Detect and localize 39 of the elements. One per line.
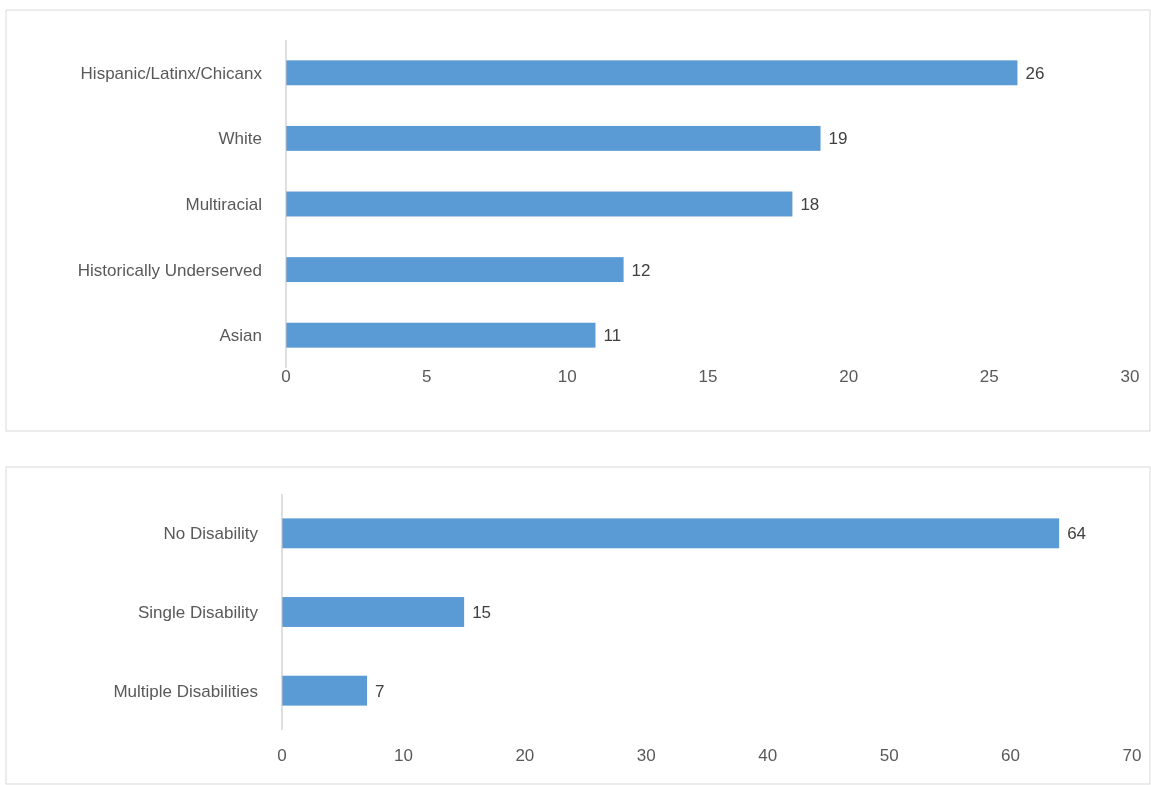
x-tick-label: 10 <box>393 745 413 765</box>
bar <box>286 257 624 283</box>
x-tick-label: 25 <box>979 366 999 386</box>
x-tick-label: 60 <box>1001 745 1021 765</box>
y-tick-label: No Disability <box>163 524 259 544</box>
data-label: 11 <box>603 326 622 346</box>
x-tick-label: 5 <box>421 366 432 386</box>
bar <box>286 191 793 217</box>
x-tick-label: 10 <box>557 366 577 386</box>
y-tick-label: White <box>218 129 262 149</box>
x-tick-label: 15 <box>698 366 718 386</box>
y-tick-label: Historically Underserved <box>77 260 262 280</box>
bar <box>286 322 596 348</box>
y-tick-label: Hispanic/Latinx/Chicanx <box>80 63 263 83</box>
bar <box>286 125 821 151</box>
x-tick-label: 20 <box>839 366 859 386</box>
bar <box>282 675 367 706</box>
y-tick-label: Asian <box>219 326 262 346</box>
data-label: 12 <box>631 260 651 280</box>
x-tick-label: 40 <box>758 745 778 765</box>
y-tick-label: Multiple Disabilities <box>113 681 258 701</box>
y-tick-label: Multiracial <box>185 194 262 214</box>
data-label: 19 <box>828 129 848 149</box>
x-tick-label: 20 <box>515 745 535 765</box>
data-label: 15 <box>472 602 492 622</box>
x-tick-label: 70 <box>1122 745 1142 765</box>
data-label: 64 <box>1067 524 1087 544</box>
bar <box>282 597 465 627</box>
x-tick-label: 0 <box>277 745 287 765</box>
x-tick-label: 50 <box>879 745 899 765</box>
x-tick-label: 30 <box>1120 366 1140 386</box>
data-label: 18 <box>800 194 820 214</box>
bar <box>282 518 1060 549</box>
x-tick-label: 30 <box>636 745 656 765</box>
data-label: 26 <box>1025 63 1045 83</box>
x-tick-label: 0 <box>281 366 291 386</box>
bar <box>286 60 1018 86</box>
data-label: 7 <box>375 681 385 701</box>
y-tick-label: Single Disability <box>138 602 259 622</box>
